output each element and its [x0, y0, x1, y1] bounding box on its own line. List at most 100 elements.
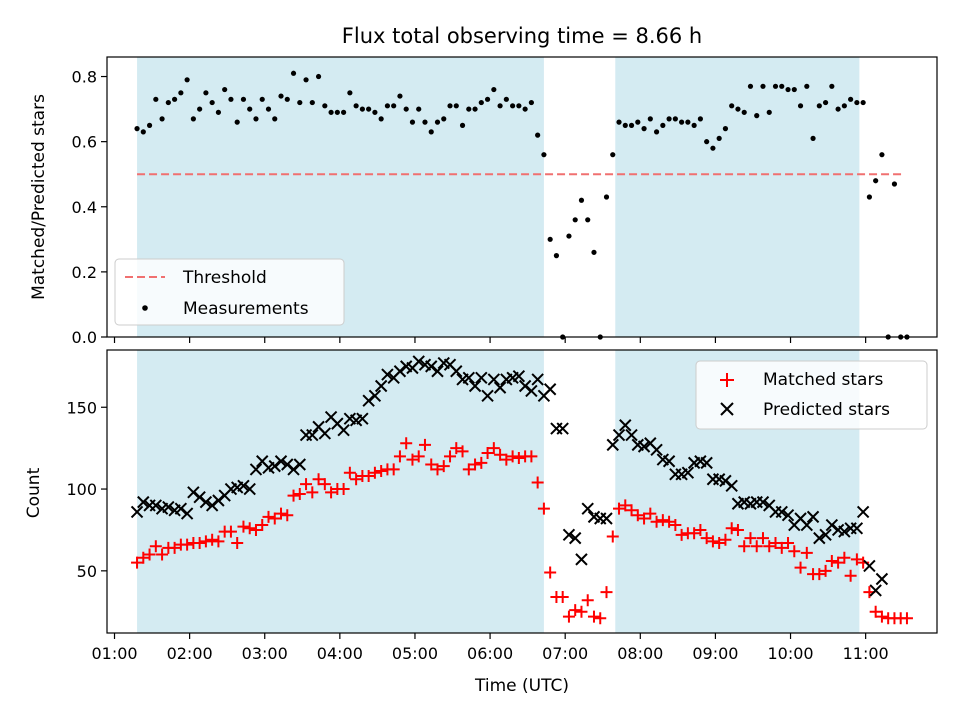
- data-point-1-0-19: [249, 523, 262, 536]
- data-point-0-0-61: [516, 103, 522, 109]
- data-point-1-0-33: [337, 483, 350, 496]
- ytick-label-1-2: 150: [66, 398, 97, 417]
- xtick-label-6: 07:00: [542, 644, 588, 663]
- data-point-1-0-104: [782, 537, 795, 550]
- data-point-0-0-12: [209, 99, 215, 106]
- data-point-0-0-29: [315, 73, 322, 80]
- data-point-1-0-23: [275, 507, 288, 520]
- data-point-0-0-56: [484, 96, 491, 102]
- data-point-1-0-113: [838, 551, 851, 564]
- data-point-1-0-63: [525, 450, 538, 463]
- data-point-1-1-5: [162, 500, 175, 514]
- data-point-0-0-119: [879, 152, 885, 158]
- data-point-1-1-17: [237, 479, 250, 492]
- data-point-1-0-31: [325, 486, 338, 499]
- data-point-1-0-56: [481, 447, 494, 460]
- data-point-1-1-68: [556, 422, 569, 435]
- data-point-1-0-101: [763, 540, 776, 553]
- data-point-1-0-48: [431, 463, 444, 476]
- data-point-1-0-54: [469, 458, 482, 471]
- data-point-1-1-63: [525, 384, 538, 398]
- data-point-1-1-115: [850, 522, 864, 535]
- data-point-1-0-4: [156, 548, 169, 561]
- data-point-1-0-24: [281, 509, 294, 522]
- data-point-0-0-60: [510, 103, 516, 109]
- data-point-0-0-42: [397, 93, 403, 99]
- data-point-1-1-19: [249, 463, 263, 476]
- data-point-1-0-43: [400, 437, 413, 450]
- data-point-0-0-76: [610, 152, 616, 158]
- data-point-0-0-48: [434, 119, 441, 125]
- data-point-1-0-59: [500, 453, 513, 466]
- data-point-1-0-49: [437, 460, 450, 473]
- measurements-legend-label: Measurements: [183, 299, 309, 319]
- data-point-1-1-1: [137, 495, 150, 509]
- data-point-0-0-78: [622, 122, 628, 128]
- data-point-1-0-39: [375, 465, 388, 478]
- data-point-1-0-89: [688, 527, 701, 540]
- data-point-1-0-90: [694, 523, 707, 536]
- data-point-0-0-82: [647, 116, 653, 122]
- data-point-0-0-65: [541, 152, 547, 158]
- ytick-label-0-1: 0.2: [72, 263, 97, 282]
- matched-legend-swatch: [720, 373, 734, 387]
- data-point-1-1-76: [606, 438, 619, 452]
- data-point-1-1-48: [431, 365, 444, 378]
- data-point-0-0-113: [841, 103, 847, 109]
- data-point-0-0-38: [372, 109, 378, 115]
- bottom-legend-box: [695, 360, 928, 430]
- data-point-0-0-16: [234, 119, 240, 125]
- ytick-label-0-2: 0.4: [72, 198, 97, 217]
- data-point-1-0-106: [794, 561, 807, 574]
- data-point-1-1-39: [374, 379, 388, 393]
- top-panel-frame: [106, 56, 938, 338]
- data-point-1-0-30: [318, 478, 331, 491]
- data-point-0-0-69: [566, 233, 572, 239]
- data-point-1-0-51: [450, 442, 463, 455]
- data-point-0-0-39: [378, 116, 384, 122]
- top-panel-legend: Threshold Measurements: [114, 258, 345, 326]
- data-point-0-0-3: [153, 96, 159, 102]
- data-point-0-0-91: [704, 139, 710, 145]
- data-point-1-0-45: [412, 450, 425, 463]
- bottom-panel-frame: [106, 349, 938, 634]
- series-1: [130, 355, 889, 597]
- data-point-0-0-33: [341, 109, 347, 115]
- xtick-label-4: 05:00: [392, 644, 438, 663]
- data-point-1-1-64: [531, 373, 544, 386]
- data-point-1-1-51: [450, 365, 463, 378]
- data-point-1-1-54: [468, 379, 482, 393]
- data-point-1-0-68: [556, 591, 569, 604]
- data-point-1-1-8: [180, 507, 194, 520]
- data-point-0-0-5: [165, 99, 171, 106]
- data-point-0-0-103: [779, 83, 785, 89]
- data-point-0-0-66: [547, 236, 553, 242]
- data-point-1-0-86: [669, 519, 682, 532]
- data-point-1-1-77: [612, 428, 626, 442]
- matched-legend-label: Matched stars: [763, 370, 883, 390]
- data-point-1-1-109: [813, 531, 826, 545]
- data-point-0-0-40: [384, 103, 391, 109]
- data-point-0-0-109: [816, 103, 822, 109]
- data-point-0-0-93: [716, 135, 722, 141]
- data-point-1-1-45: [412, 355, 425, 368]
- data-point-1-1-104: [781, 509, 795, 522]
- data-point-1-0-115: [850, 553, 863, 566]
- data-point-1-0-52: [456, 445, 469, 458]
- data-point-1-0-94: [719, 533, 732, 546]
- data-point-0-0-87: [679, 119, 685, 125]
- data-point-0-0-35: [353, 103, 359, 109]
- data-point-1-0-11: [199, 535, 212, 548]
- data-point-1-0-16: [231, 537, 244, 550]
- data-point-0-0-73: [591, 249, 597, 255]
- data-point-1-1-11: [199, 495, 213, 509]
- data-point-0-0-31: [328, 109, 334, 115]
- data-point-1-0-13: [212, 535, 225, 548]
- data-point-0-0-13: [215, 109, 222, 115]
- data-point-1-0-35: [350, 473, 363, 486]
- xtick-label-10: 11:00: [843, 644, 889, 663]
- data-point-0-0-105: [791, 86, 797, 93]
- xtick-label-1: 02:00: [167, 644, 213, 663]
- ytick-label-0-4: 0.8: [72, 68, 97, 87]
